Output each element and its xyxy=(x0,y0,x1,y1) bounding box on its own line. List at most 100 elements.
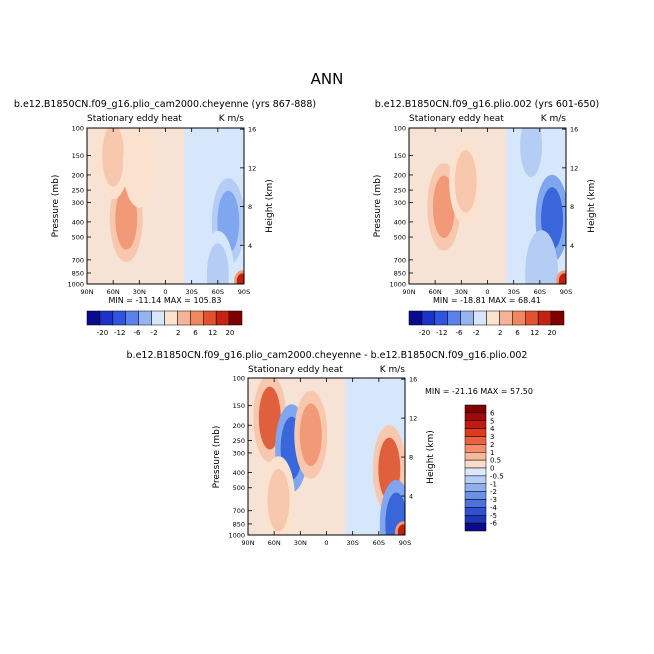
x-tick-label: 90N xyxy=(241,539,254,547)
panel-3-title: b.e12.B1850CN.f09_g16.plio_cam2000.cheye… xyxy=(127,350,528,361)
y-tick-label: 200 xyxy=(72,171,84,179)
panel-3-subtitle-left: Stationary eddy heat xyxy=(248,365,343,375)
x-tick-label: 90N xyxy=(80,288,93,296)
colorbar-label: -6 xyxy=(133,329,141,337)
y-tick-label: 1000 xyxy=(67,281,84,289)
y-tick-label: 500 xyxy=(72,234,84,242)
y-tick-label: 1000 xyxy=(228,532,245,540)
colorbar-swatch xyxy=(486,310,500,326)
colorbar-label: 0.5 xyxy=(490,457,501,465)
contour-feature xyxy=(432,175,455,239)
y-right-tick-label: 12 xyxy=(248,164,256,172)
colorbar-label: -20 xyxy=(419,329,430,337)
colorbar-label: -6 xyxy=(455,329,463,337)
y-right-tick-label: 12 xyxy=(570,164,578,172)
colorbar-swatch xyxy=(434,310,449,326)
colorbar-swatch xyxy=(151,310,165,326)
panel-3-ylabel: Pressure (mb) xyxy=(212,426,222,489)
x-tick-label: 30N xyxy=(455,288,468,296)
panel-2-ylabel-right: Height (km) xyxy=(587,179,597,233)
contour-feature xyxy=(128,132,151,196)
panel-2-ylabel: Pressure (mb) xyxy=(373,175,383,238)
panel-2-stats: MIN = -18.81 MAX = 68.41 xyxy=(433,296,541,305)
panel-2-colorbar: -20 -12 -6 -2 2 6 12 20 xyxy=(408,310,565,337)
y-tick-label: 300 xyxy=(72,199,84,207)
colorbar-label: -1 xyxy=(490,480,497,488)
y-tick-label: 850 xyxy=(394,269,406,277)
colorbar-swatch xyxy=(464,491,487,500)
contour-feature xyxy=(206,243,229,284)
colorbar-swatch xyxy=(464,412,487,421)
colorbar-swatch xyxy=(464,467,487,477)
contour-feature xyxy=(115,187,138,250)
contour-feature xyxy=(558,273,566,284)
colorbar-label: -5 xyxy=(490,512,497,520)
contour-feature xyxy=(299,403,322,467)
colorbar-swatch xyxy=(86,310,101,326)
panel-3-ylabel-right: Height (km) xyxy=(426,430,436,484)
panel-2-subtitle-left: Stationary eddy heat xyxy=(409,114,504,124)
colorbar-swatch xyxy=(473,310,487,326)
y-right-tick-label: 16 xyxy=(248,126,256,134)
contour-feature xyxy=(258,386,281,450)
colorbar-label: -6 xyxy=(490,520,498,528)
y-tick-label: 100 xyxy=(394,125,406,133)
colorbar-label: -2 xyxy=(490,488,497,496)
colorbar-swatch xyxy=(447,310,461,326)
colorbar-swatch xyxy=(125,310,139,326)
contour-feature xyxy=(397,524,405,535)
colorbar-swatch xyxy=(464,499,487,508)
y-right-tick-label: 4 xyxy=(570,242,574,250)
colorbar-swatch xyxy=(228,310,243,326)
x-tick-label: 30S xyxy=(185,288,197,296)
x-tick-label: 60S xyxy=(373,539,385,547)
contour-feature xyxy=(530,242,553,284)
y-tick-label: 250 xyxy=(394,187,406,195)
y-right-tick-label: 16 xyxy=(570,126,578,134)
colorbar-label: 0 xyxy=(490,465,494,473)
colorbar-label: 6 xyxy=(193,329,198,337)
x-tick-label: 60N xyxy=(429,288,442,296)
colorbar-label: -2 xyxy=(151,329,158,337)
y-tick-label: 700 xyxy=(72,256,84,264)
colorbar-swatch xyxy=(512,310,526,326)
colorbar-swatch xyxy=(464,475,487,484)
colorbar-swatch xyxy=(464,436,487,445)
colorbar-label: 12 xyxy=(208,329,217,337)
colorbar-label: 6 xyxy=(515,329,520,337)
panel-3: b.e12.B1850CN.f09_g16.plio_cam2000.cheye… xyxy=(127,350,533,547)
x-tick-label: 60N xyxy=(107,288,120,296)
colorbar-swatch xyxy=(464,452,487,461)
panel-1-stats: MIN = -11.14 MAX = 105.83 xyxy=(108,296,221,305)
panel-1-ylabel: Pressure (mb) xyxy=(51,175,61,238)
colorbar-label: -4 xyxy=(490,504,498,512)
colorbar-swatch xyxy=(203,310,217,326)
y-tick-label: 250 xyxy=(233,437,245,445)
y-tick-label: 700 xyxy=(233,507,245,515)
panel-2-title: b.e12.B1850CN.f09_g16.plio.002 (yrs 601-… xyxy=(375,99,600,110)
colorbar-swatch xyxy=(464,459,487,469)
panel-1-colorbar: -20 -12 -6 -2 2 6 12 20 xyxy=(86,310,243,337)
colorbar-label: 12 xyxy=(530,329,539,337)
y-tick-label: 850 xyxy=(72,269,84,277)
panel-1-plot: 90N 60N 30N 0 30S 60S 90S 100 150 200 250 300 400 500… xyxy=(67,125,256,297)
y-right-tick-label: 8 xyxy=(248,203,252,211)
colorbar-swatch xyxy=(138,310,152,326)
y-right-tick-label: 8 xyxy=(409,454,413,462)
contour-feature xyxy=(102,128,125,187)
colorbar-label: 4 xyxy=(490,425,495,433)
colorbar-swatch xyxy=(464,404,487,414)
colorbar-label: -12 xyxy=(114,329,125,337)
x-tick-label: 90S xyxy=(399,539,411,547)
y-right-tick-label: 12 xyxy=(409,415,417,423)
y-tick-label: 300 xyxy=(394,199,406,207)
colorbar-swatch xyxy=(464,483,487,492)
colorbar-swatch xyxy=(464,515,487,524)
colorbar-swatch xyxy=(525,310,539,326)
panel-1-subtitle-left: Stationary eddy heat xyxy=(87,114,182,124)
x-tick-label: 30S xyxy=(346,539,358,547)
y-tick-label: 500 xyxy=(394,234,406,242)
y-tick-label: 400 xyxy=(72,218,84,226)
colorbar-swatch xyxy=(464,522,487,532)
colorbar-label: 2 xyxy=(490,441,494,449)
